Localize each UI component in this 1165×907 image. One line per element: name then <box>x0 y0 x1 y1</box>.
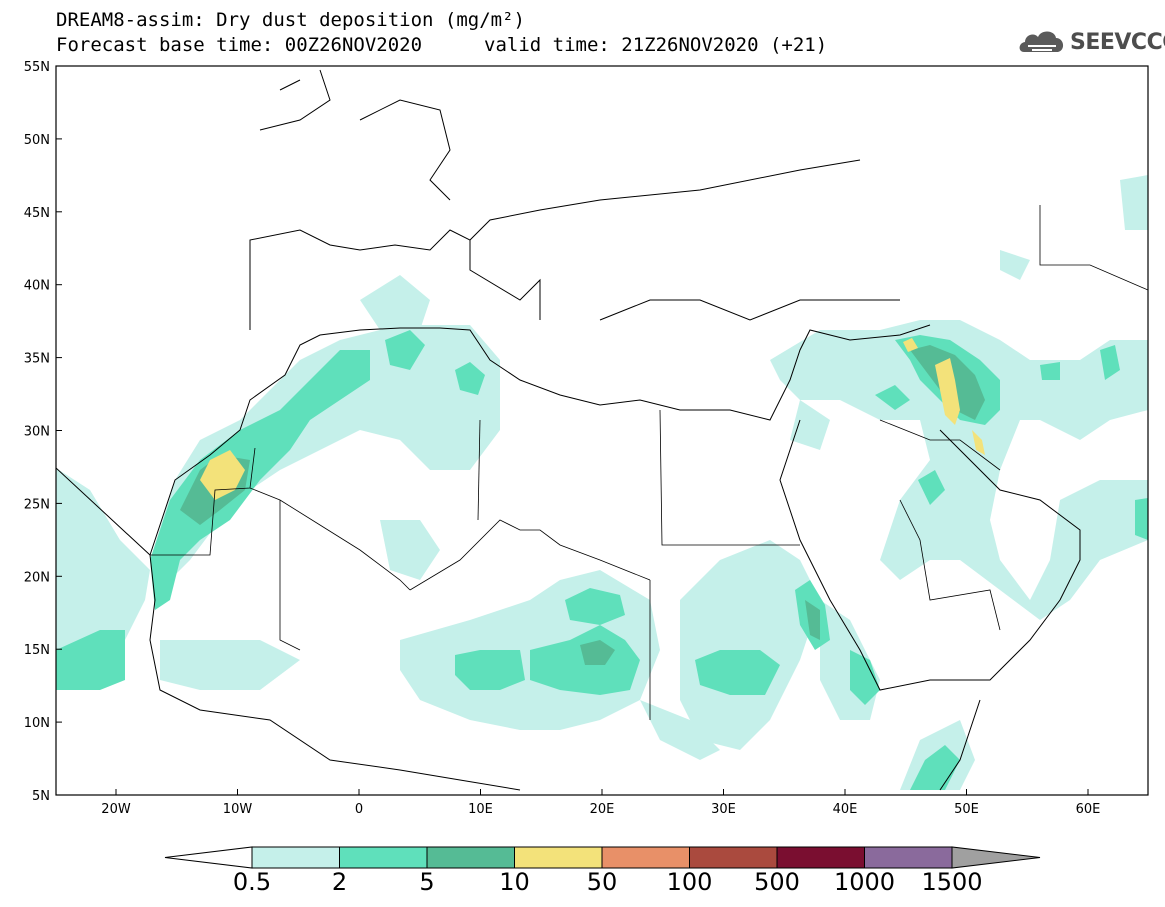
map-title: DREAM8-assim: Dry dust deposition (mg/m²… <box>56 9 525 31</box>
colorbar <box>164 846 1041 869</box>
lon-label: 30E <box>711 802 736 817</box>
colorbar-bin <box>251 846 340 869</box>
latitude-axis: 55N 50N 45N 40N 35N 30N 25N 20N 15N 10N 5N <box>24 60 62 804</box>
forecast-base-time: Forecast base time: 00Z26NOV2020 <box>56 34 423 56</box>
colorbar-level-label: 100 <box>666 868 713 896</box>
colorbar-level-label: 50 <box>586 868 618 896</box>
colorbar-level-label: 500 <box>754 868 800 896</box>
colorbar-min-arrow <box>164 846 253 869</box>
lon-label: 60E <box>1076 802 1101 817</box>
lat-label: 40N <box>24 279 50 294</box>
colorbar-level-label: 1000 <box>833 868 896 896</box>
seevccc-logo: SEEVCCC <box>1018 26 1165 58</box>
lat-label: 10N <box>24 716 50 731</box>
colorbar-bin <box>426 846 515 869</box>
valid-time: valid time: 21Z26NOV2020 (+21) <box>484 34 828 56</box>
colorbar-level-label: 2 <box>331 868 348 896</box>
lon-label: 0 <box>355 802 363 817</box>
colorbar-bin <box>776 846 865 869</box>
cloud-icon <box>1019 31 1064 52</box>
lon-label: 20W <box>101 802 131 817</box>
colorbar-max-arrow <box>951 846 1041 869</box>
lon-label: 50E <box>954 802 979 817</box>
colorbar-level-label: 10 <box>499 868 530 896</box>
lon-label: 40E <box>833 802 858 817</box>
lon-label: 10W <box>223 802 253 817</box>
lat-label: 15N <box>24 643 50 658</box>
dust-fields <box>56 175 1148 790</box>
lat-label: 35N <box>24 352 50 367</box>
lat-label: 50N <box>24 133 50 148</box>
lat-label: 25N <box>24 497 50 512</box>
lat-label: 30N <box>24 425 50 440</box>
colorbar-level-label: 0.5 <box>232 868 272 896</box>
colorbar-bin <box>689 846 778 869</box>
colorbar-level-label: 5 <box>419 868 435 896</box>
colorbar-bin <box>339 846 428 869</box>
lat-label: 45N <box>24 206 50 221</box>
logo-text: SEEVCCC <box>1070 30 1165 55</box>
colorbar-bin <box>514 846 603 869</box>
colorbar-bin <box>864 846 953 869</box>
colorbar-level-label: 1500 <box>921 868 983 896</box>
coastlines <box>56 69 1081 791</box>
lon-label: 20E <box>590 802 615 817</box>
lon-label: 10E <box>468 802 493 817</box>
borders <box>150 205 1148 720</box>
lat-label: 5N <box>32 789 50 804</box>
longitude-axis: 20W 10W 0 10E 20E 30E 40E 50E 60E <box>101 789 1100 817</box>
lat-label: 55N <box>24 60 50 75</box>
colorbar-bin <box>601 846 690 869</box>
lat-label: 20N <box>24 570 50 585</box>
